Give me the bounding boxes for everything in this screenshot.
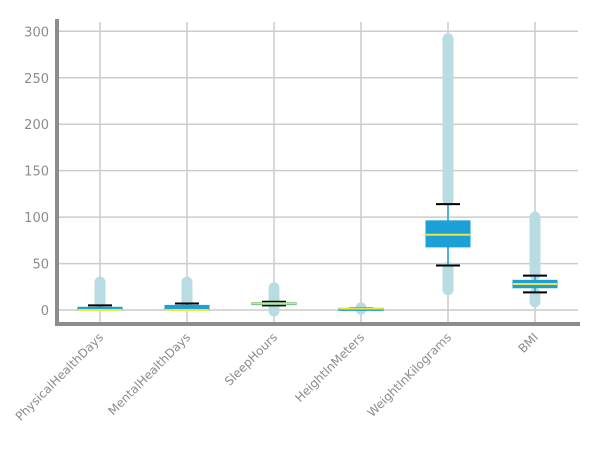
marks-layer — [77, 33, 558, 317]
x-tick-label: PhysicalHealthDays — [13, 330, 106, 423]
y-tick-label: 200 — [24, 118, 49, 133]
grid-layer — [57, 22, 578, 324]
x-tick-label: HeightInMeters — [292, 330, 367, 405]
box-group — [251, 282, 297, 317]
y-tick-label: 250 — [24, 72, 49, 87]
x-tick-label: MentalHealthDays — [105, 330, 193, 418]
box-group — [512, 211, 558, 308]
y-tick-label: 0 — [41, 304, 49, 319]
x-tick-label: BMI — [516, 330, 542, 356]
y-tick-label: 300 — [24, 25, 49, 40]
y-tick-label: 150 — [24, 165, 49, 180]
box-group — [425, 33, 471, 296]
x-tick-label: SleepHours — [222, 330, 280, 388]
y-tick-label: 50 — [32, 258, 49, 273]
box-group — [77, 276, 123, 312]
axis-layer: 0 50 100 150 200 250 300 PhysicalHealthDays Ment… — [13, 19, 580, 424]
box-group — [338, 302, 384, 315]
x-tick-label: WeightInKilograms — [365, 330, 455, 420]
y-tick-label: 100 — [24, 211, 49, 226]
box-group — [164, 276, 210, 312]
